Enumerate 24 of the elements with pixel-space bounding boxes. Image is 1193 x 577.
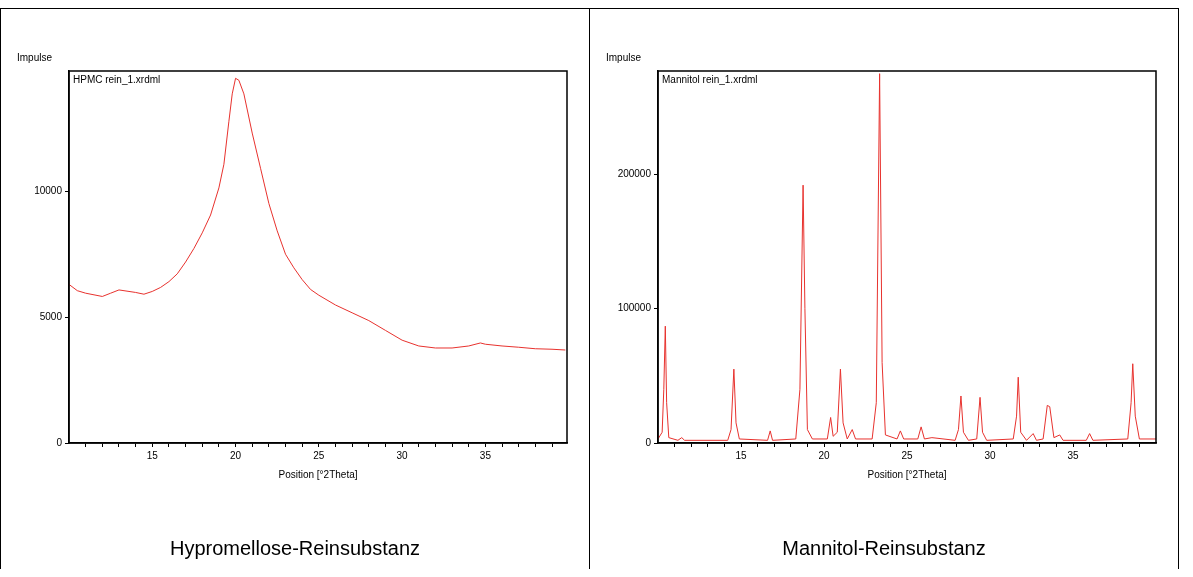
x-tick-label: 15 [735,449,747,461]
y-axis-title: Impulse [606,51,642,63]
x-tick-label: 25 [901,449,913,461]
y-tick-label: 0 [56,436,63,448]
y-tick-label: 100000 [617,302,652,314]
text: Mannitol-Reinsubstanz [781,537,987,560]
x-tick-label: 35 [1067,449,1079,461]
y-tick-label: 5000 [39,311,63,323]
annotation: HPMC rein_1.xrdml [73,73,161,85]
x-tick-label: 15 [146,449,159,461]
x-axis-title: Position [°2Theta] [867,468,947,480]
text: Hypromellose-Reinsubstanz [168,537,422,560]
y-axis-title: Impulse [17,51,53,63]
x-tick-label: 30 [984,449,996,461]
x-tick-label: 25 [313,449,325,461]
y-tick-label: 0 [645,436,652,448]
x-tick-label: 35 [479,449,492,461]
x-tick-label: 20 [818,449,830,461]
annotation: Mannitol rein_1.xrdml [662,73,758,85]
x-tick-label: 30 [396,449,409,461]
y-tick-label: 10000 [34,185,63,197]
x-axis-title: Position [°2Theta] [278,468,358,480]
y-tick-label: 200000 [617,168,652,180]
x-tick-label: 20 [229,449,242,461]
